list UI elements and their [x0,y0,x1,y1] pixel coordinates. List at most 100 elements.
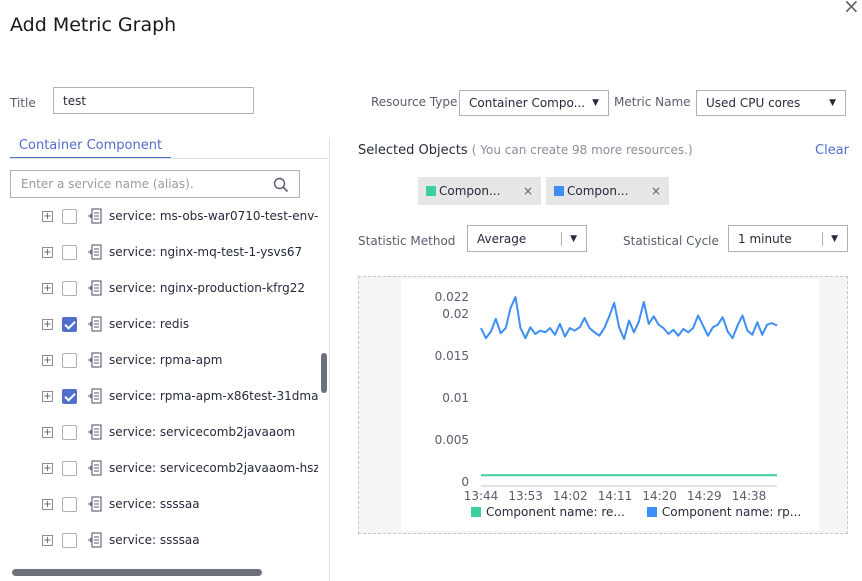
panel-divider [329,138,330,581]
search-icon[interactable] [273,177,289,193]
x-tick-label: 14:11 [598,489,633,503]
metric-name-label: Metric Name [614,95,691,109]
service-tree: + service: ms-obs-war0710-test-env-yobt + s… [0,200,318,564]
metric-name-select[interactable]: Used CPU cores ▼ [696,90,846,116]
clear-button[interactable]: Clear [815,143,849,158]
row-checkbox[interactable] [62,496,77,512]
caret-down-icon: ▼ [592,98,599,108]
tree-row[interactable]: + service: ms-obs-war0710-test-env-yobt [0,200,318,234]
resource-type-label: Resource Type [371,95,458,109]
y-tick-label: 0.022 [435,290,469,304]
expand-icon[interactable]: + [42,318,53,330]
expand-icon[interactable]: + [42,498,53,510]
row-checkbox[interactable] [62,208,77,224]
row-checkbox[interactable] [62,460,77,476]
title-input-value: test [63,93,87,108]
chip-color-swatch [426,186,436,196]
tree-row[interactable]: + service: ssssaa [0,522,318,558]
service-label: service: servicecomb2javaaom-hszia4 [109,461,318,475]
resource-type-value: Container Compo... [469,96,586,110]
selected-chip: Compon... × [546,177,669,205]
select-divider [822,231,824,246]
service-search-input[interactable]: Enter a service name (alias). [10,170,300,198]
selected-objects-header: Selected Objects ( You can create 98 mor… [358,143,693,158]
x-tick-label: 14:20 [642,489,677,503]
statistical-cycle-select[interactable]: 1 minute ▼ [728,225,848,252]
selected-objects-label: Selected Objects [358,143,468,158]
tree-row[interactable]: + service: servicecomb2javaaom-hszia4 [0,450,318,486]
statistical-cycle-label: Statistical Cycle [623,234,719,248]
tree-row[interactable]: + service: nginx-production-kfrg22 [0,270,318,306]
row-checkbox[interactable] [62,280,77,296]
y-tick-label: 0 [461,475,469,489]
service-label: service: redis [109,317,190,331]
service-icon [88,496,102,512]
y-tick-label: 0.015 [435,349,469,363]
service-icon [88,460,102,476]
series-line-1[interactable] [480,296,778,340]
legend-swatch [646,507,657,517]
chart-canvas: 0 0.005 0.01 0.015 0.02 0.022 13:44 13:53 14:02 1… [401,279,819,531]
legend-item[interactable]: Component name: re... [471,505,625,519]
y-tick-label: 0.02 [442,307,469,321]
close-icon[interactable]: × [843,0,860,18]
title-input[interactable]: test [53,87,254,114]
expand-icon[interactable]: + [42,210,53,222]
row-checkbox[interactable] [62,532,77,548]
row-checkbox[interactable] [62,424,77,440]
expand-icon[interactable]: + [42,534,53,546]
select-divider [561,231,563,246]
tab-container-component[interactable]: Container Component [10,138,171,159]
tree-row[interactable]: + service: rpma-apm-x86test-31dma4 [0,378,318,414]
statistical-cycle-value: 1 minute [738,231,792,246]
row-checkbox[interactable] [62,388,77,404]
line-chart: 0 0.005 0.01 0.015 0.02 0.022 13:44 13:53 14:02 1… [435,290,778,503]
service-icon [88,352,102,368]
tree-row[interactable]: + service: ssssaa [0,486,318,522]
selected-objects-hint: ( You can create 98 more resources.) [471,143,693,157]
service-label: service: nginx-mq-test-1-ysvs67 [109,245,303,259]
expand-icon[interactable]: + [42,462,53,474]
expand-icon[interactable]: + [42,354,53,366]
legend-label: Component name: re... [486,505,625,519]
service-icon [88,208,102,224]
expand-icon[interactable]: + [42,282,53,294]
legend-label: Component name: rp... [661,505,802,519]
service-label: service: rpma-apm-x86test-31dma4 [109,389,318,403]
statistic-method-label: Statistic Method [358,234,456,248]
search-placeholder: Enter a service name (alias). [21,177,194,191]
tree-row[interactable]: + service: redis [0,306,318,342]
service-icon [88,244,102,260]
metric-name-value: Used CPU cores [706,96,801,110]
vertical-scrollbar[interactable] [321,353,327,393]
resource-type-select[interactable]: Container Compo... ▼ [459,90,609,116]
caret-down-icon: ▼ [570,233,577,244]
statistic-method-value: Average [477,231,527,246]
tree-row[interactable]: + service: rpma-apm [0,342,318,378]
caret-down-icon: ▼ [829,98,836,108]
x-tick-label: 13:44 [464,489,499,503]
row-checkbox[interactable] [62,244,77,260]
service-icon [88,388,102,404]
service-icon [88,280,102,296]
expand-icon[interactable]: + [42,246,53,258]
tree-row[interactable]: + service: nginx-mq-test-1-ysvs67 [0,234,318,270]
selected-chip: Compon... × [418,177,541,205]
row-checkbox[interactable] [62,352,77,368]
tree-row[interactable]: + service: servicecomb2javaaom [0,414,318,450]
chip-remove-icon[interactable]: × [522,184,533,198]
row-checkbox[interactable] [62,316,77,332]
expand-icon[interactable]: + [42,390,53,402]
chart-legend: Component name: re... Component name: rp… [471,505,801,519]
service-label: service: ssssaa [109,533,200,547]
expand-icon[interactable]: + [42,426,53,438]
chip-label: Compon... [439,184,501,198]
legend-item[interactable]: Component name: rp... [646,505,802,519]
y-tick-label: 0.005 [435,433,469,447]
statistic-method-select[interactable]: Average ▼ [467,225,587,252]
chart-preview-area: 0 0.005 0.01 0.015 0.02 0.022 13:44 13:53 14:02 1… [358,276,848,534]
chip-remove-icon[interactable]: × [650,184,661,198]
legend-swatch [471,507,481,517]
horizontal-scrollbar[interactable] [12,569,262,576]
chip-label: Compon... [567,184,629,198]
